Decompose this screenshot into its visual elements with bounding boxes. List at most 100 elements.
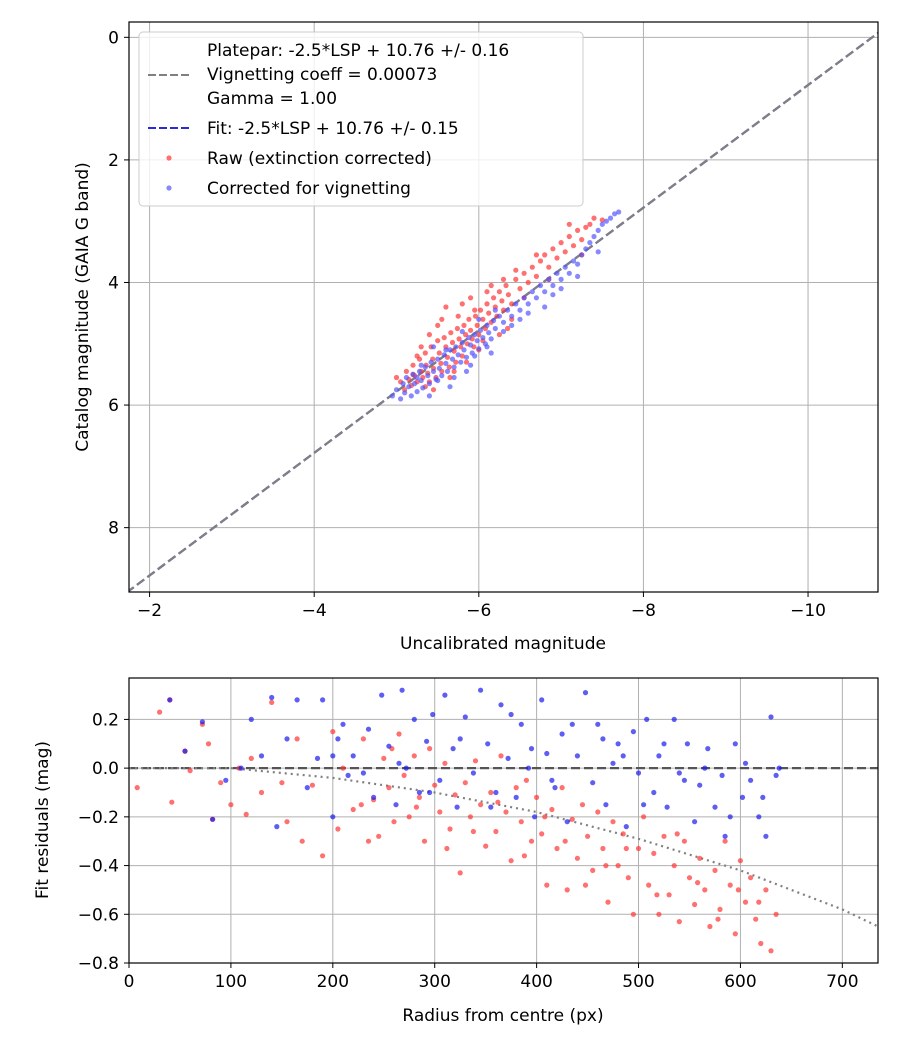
top-point-corrected [500,328,507,335]
top-point-raw [500,307,507,313]
top-plot-frame [128,21,879,593]
bot-y-tick-label: −0.6 [78,905,119,925]
top-point-raw [436,350,442,356]
bot-point-corrected [644,716,650,723]
top-point-raw [499,298,505,304]
bot-point-corrected [508,711,514,718]
bot-point-raw [493,828,499,835]
bot-point-corrected [457,736,463,742]
top-point-raw [591,215,597,221]
bot-point-raw [671,863,677,869]
bot-point-corrected [615,741,621,747]
top-point-raw [477,307,484,313]
top-point-corrected [566,270,572,276]
bot-point-corrected [712,804,718,810]
top-point-corrected [414,389,420,395]
bot-point-raw [330,729,336,735]
top-point-raw [418,344,424,350]
bot-point-corrected [505,755,511,762]
bot-point-raw [498,753,504,759]
bot-point-corrected [582,690,589,696]
bot-point-corrected [651,789,657,796]
bot-point-corrected [396,760,402,766]
bot-point-corrected [671,716,677,723]
bot-point-raw [651,850,657,857]
top-point-raw [505,292,511,298]
top-point-raw [476,332,482,338]
bot-point-corrected [768,714,774,720]
legend-entry-vignetting: Vignetting coeff = 0.00073 [207,65,437,85]
bot-point-corrected [705,746,711,752]
bot-point-raw [228,802,234,808]
bot-point-raw [697,855,703,861]
bot-point-corrected [763,833,769,839]
top-point-corrected [537,282,544,289]
bot-point-raw [641,814,647,820]
top-point-raw [472,307,478,313]
top-point-raw [439,316,445,322]
top-point-raw [454,325,460,332]
bot-point-corrected [416,789,422,796]
bot-point-raw [248,755,254,762]
bot-x-tick-label: 100 [215,972,247,992]
bot-point-corrected [641,802,647,808]
top-point-corrected [468,362,474,368]
legend-entry-fit: Fit: -2.5*LSP + 10.76 +/- 0.15 [207,119,459,139]
bot-point-raw [508,858,514,864]
top-point-corrected [488,336,494,342]
bot-point-corrected [532,814,538,820]
top-point-raw [583,224,589,230]
bot-point-corrected [569,721,575,727]
bot-point-raw [269,699,275,706]
bot-point-corrected [470,770,476,776]
bot-point-corrected [635,770,642,776]
bot-point-raw [470,828,476,835]
bot-point-corrected [403,765,409,771]
top-point-corrected [550,282,556,289]
bottom-scatter-points [134,687,782,954]
top-point-corrected [389,393,395,399]
bot-point-corrected [676,770,682,776]
bot-point-corrected [304,785,310,791]
top-point-raw [456,336,462,342]
bot-point-corrected [335,736,341,742]
bot-point-raw [495,799,501,805]
top-point-raw [466,316,472,322]
top-point-corrected [472,353,478,359]
bot-point-raw [737,858,744,864]
bot-point-raw [411,753,417,759]
bot-point-raw [727,882,733,888]
bot-point-raw [753,916,759,922]
bot-point-raw [603,863,609,869]
bot-point-raw [579,802,586,808]
top-x-tick-label: −4 [302,601,327,621]
top-point-corrected [439,373,445,379]
bot-point-raw [503,809,509,815]
bot-point-raw [742,899,749,905]
bot-point-corrected [340,721,346,727]
top-point-corrected [477,327,484,333]
top-point-corrected [612,211,618,217]
top-point-raw [458,344,464,350]
bot-point-corrected [248,716,254,723]
bot-point-raw [661,833,667,839]
bot-point-corrected [294,697,300,703]
bot-point-raw [676,919,682,925]
top-point-corrected [491,317,497,324]
bot-point-raw [294,736,300,742]
top-point-corrected [484,344,490,350]
bot-line-vignetting-model [129,767,878,928]
bot-point-corrected [681,777,688,783]
bot-point-raw [427,746,433,752]
top-point-corrected [492,325,498,332]
top-point-raw [453,359,459,365]
top-point-raw [443,304,449,310]
bot-point-raw [518,819,524,825]
bot-point-corrected [702,765,708,771]
top-point-raw [435,322,441,328]
bot-point-raw [528,838,535,844]
bot-point-raw [539,831,545,837]
top-point-corrected [435,356,441,362]
